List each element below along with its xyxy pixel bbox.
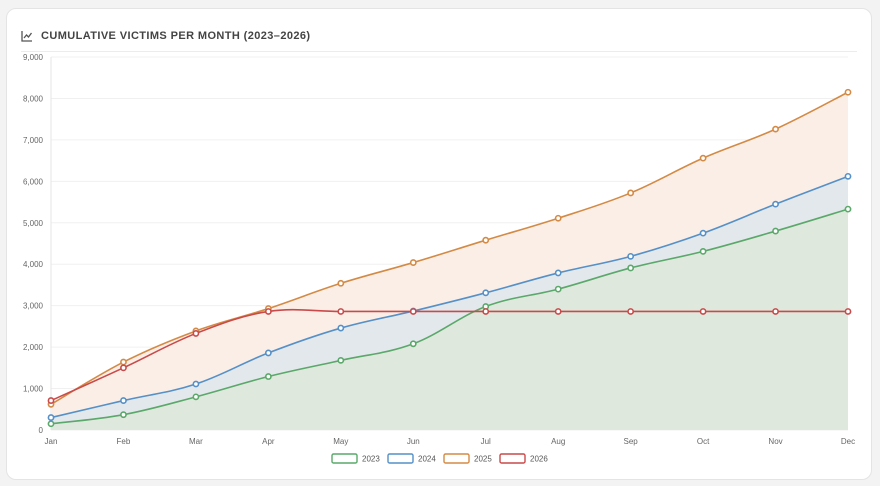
- y-tick-label: 2,000: [23, 343, 44, 352]
- y-tick-label: 5,000: [23, 219, 44, 228]
- legend-label-2026: 2026: [530, 455, 548, 464]
- x-tick-label: Jul: [481, 437, 491, 446]
- data-point-2025: [772, 125, 779, 133]
- data-point-2025: [554, 214, 562, 222]
- data-point-2026: [554, 308, 562, 315]
- data-point-2023: [772, 227, 779, 235]
- data-point-2026: [844, 308, 852, 315]
- data-point-2023: [554, 285, 562, 293]
- data-point-2026: [409, 308, 417, 315]
- data-point-2025: [844, 88, 852, 96]
- series-line-2023: [50, 208, 849, 425]
- data-point-2026: [772, 308, 779, 315]
- x-tick-label: Apr: [262, 437, 275, 446]
- y-tick-label: 6,000: [23, 177, 44, 186]
- x-tick-label: Sep: [624, 437, 639, 446]
- data-point-2025: [627, 189, 635, 197]
- legend-label-2025: 2025: [474, 455, 492, 464]
- x-tick-label: May: [333, 437, 348, 446]
- data-point-2025: [120, 358, 127, 366]
- x-tick-label: Dec: [841, 437, 855, 446]
- data-point-2024: [699, 229, 707, 237]
- data-point-2025: [699, 154, 707, 162]
- legend-swatch-2026: [499, 453, 526, 464]
- data-point-2025: [409, 259, 417, 266]
- y-tick-label: 1,000: [23, 385, 44, 394]
- data-point-2023: [844, 205, 852, 213]
- data-point-2023: [699, 247, 707, 255]
- x-tick-label: Oct: [697, 437, 710, 446]
- legend-swatch-2024: [387, 453, 414, 464]
- data-point-2026: [47, 397, 55, 404]
- data-point-2024: [554, 269, 562, 277]
- data-point-2023: [409, 340, 417, 348]
- chart-title: CUMULATIVE VICTIMS PER MONTH (2023–2026): [41, 30, 311, 42]
- legend-swatch-2023: [331, 453, 358, 464]
- data-point-2026: [264, 308, 272, 315]
- x-tick-label: Feb: [117, 437, 131, 446]
- data-point-2024: [120, 397, 127, 404]
- legend-label-2023: 2023: [362, 455, 380, 464]
- x-tick-label: Jun: [407, 437, 420, 446]
- data-point-2023: [192, 393, 200, 401]
- x-tick-label: Jan: [45, 437, 58, 446]
- x-tick-label: Aug: [551, 437, 565, 446]
- data-point-2025: [337, 279, 345, 287]
- data-point-2023: [337, 356, 345, 364]
- data-point-2023: [47, 420, 55, 428]
- data-point-2024: [337, 324, 345, 332]
- data-point-2023: [264, 373, 272, 380]
- data-point-2026: [627, 308, 635, 315]
- data-point-2023: [627, 264, 635, 272]
- y-tick-label: 9,000: [23, 53, 44, 62]
- data-point-2025: [482, 236, 490, 244]
- series-line-2025: [50, 91, 849, 405]
- data-point-2024: [192, 380, 200, 388]
- y-tick-label: 3,000: [23, 302, 44, 311]
- legend-swatch-2025: [443, 453, 470, 464]
- y-tick-label: 0: [39, 426, 44, 435]
- y-tick-label: 4,000: [23, 260, 44, 269]
- x-tick-label: Mar: [189, 437, 203, 446]
- data-point-2023: [120, 411, 127, 419]
- data-point-2024: [844, 172, 852, 180]
- data-point-2024: [627, 252, 635, 260]
- data-point-2024: [264, 349, 272, 357]
- line-chart-icon: [21, 30, 33, 42]
- data-point-2026: [699, 308, 707, 315]
- data-point-2024: [47, 414, 55, 421]
- data-point-2026: [192, 330, 200, 337]
- series-line-2024: [50, 175, 849, 419]
- data-point-2024: [482, 289, 490, 297]
- data-point-2026: [337, 308, 345, 315]
- series-line-2026: [50, 308, 848, 402]
- data-point-2024: [772, 200, 779, 208]
- data-point-2026: [482, 308, 490, 315]
- x-tick-label: Nov: [768, 437, 782, 446]
- data-point-2026: [120, 364, 127, 372]
- chart-header: CUMULATIVE VICTIMS PER MONTH (2023–2026): [21, 21, 857, 52]
- y-tick-label: 7,000: [23, 136, 44, 145]
- y-tick-label: 8,000: [23, 94, 44, 103]
- legend-label-2024: 2024: [418, 455, 436, 464]
